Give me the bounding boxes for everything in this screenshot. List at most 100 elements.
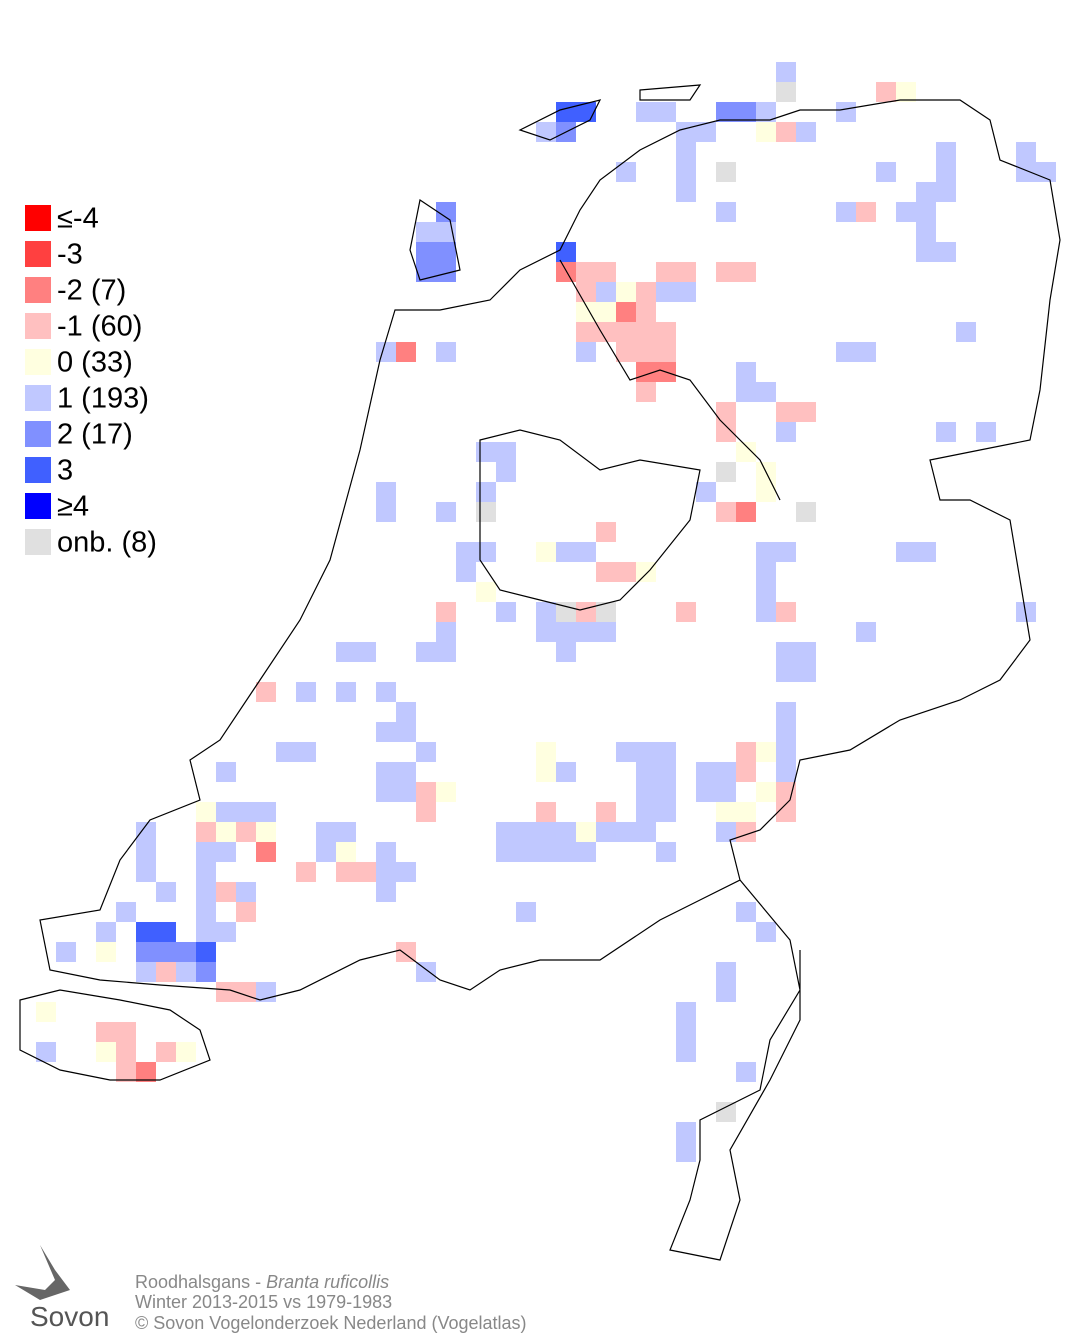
grid-cell (436, 602, 456, 622)
grid-cell (436, 502, 456, 522)
grid-cell (716, 982, 736, 1002)
grid-cell (576, 322, 596, 342)
grid-cell (416, 962, 436, 982)
grid-cell (856, 202, 876, 222)
grid-cell (756, 782, 776, 802)
grid-cell (676, 602, 696, 622)
grid-cell (296, 682, 316, 702)
legend-label: 2 (17) (57, 419, 133, 451)
grid-cell (616, 562, 636, 582)
grid-cell (216, 982, 236, 1002)
grid-cell (96, 922, 116, 942)
legend-label: 0 (33) (57, 347, 133, 379)
grid-cell (176, 942, 196, 962)
grid-cell (636, 802, 656, 822)
grid-cell (616, 342, 636, 362)
grid-cell (456, 542, 476, 562)
grid-cell (536, 742, 556, 762)
grid-cell (216, 822, 236, 842)
grid-cell (476, 582, 496, 602)
grid-cell (496, 822, 516, 842)
grid-cell (656, 342, 676, 362)
grid-cell (136, 1062, 156, 1082)
legend-label: 1 (193) (57, 383, 149, 415)
grid-cell (776, 642, 796, 662)
grid-cell (296, 742, 316, 762)
grid-cell (676, 1122, 696, 1142)
country-outline (19, 84, 1061, 1261)
grid-cell (516, 842, 536, 862)
grid-cell (576, 282, 596, 302)
grid-cell (556, 102, 576, 122)
grid-cell (716, 762, 736, 782)
grid-cell (476, 442, 496, 462)
legend-label: ≥4 (57, 491, 89, 523)
grid-cell (596, 562, 616, 582)
grid-cell (936, 142, 956, 162)
grid-cell (376, 682, 396, 702)
grid-cell (496, 462, 516, 482)
grid-cell (576, 602, 596, 622)
grid-cell (796, 402, 816, 422)
grid-cell (196, 922, 216, 942)
grid-cell (56, 942, 76, 962)
legend-swatch (25, 349, 51, 375)
grid-cell (156, 882, 176, 902)
grid-cell (616, 822, 636, 842)
grid-cell (256, 822, 276, 842)
grid-cell (836, 202, 856, 222)
grid-cell (916, 182, 936, 202)
grid-cell (656, 842, 676, 862)
grid-cell (916, 542, 936, 562)
grid-cell (336, 862, 356, 882)
grid-cell (316, 842, 336, 862)
grid-cell (216, 882, 236, 902)
grid-cell (776, 422, 796, 442)
grid-cell (336, 682, 356, 702)
grid-cell (376, 722, 396, 742)
grid-cell (216, 762, 236, 782)
grid-cell (596, 822, 616, 842)
grid-cell (436, 262, 456, 282)
grid-cell (716, 962, 736, 982)
grid-cell (896, 82, 916, 102)
grid-cell (536, 842, 556, 862)
grid-cell (536, 822, 556, 842)
period: Winter 2013-2015 vs 1979-1983 (135, 1292, 392, 1312)
grid-cell (676, 122, 696, 142)
legend-swatch (25, 385, 51, 411)
grid-cell (236, 802, 256, 822)
grid-cell (736, 822, 756, 842)
grid-cell (176, 1042, 196, 1062)
grid-cell (756, 122, 776, 142)
grid-cell (196, 802, 216, 822)
grid-cell (136, 822, 156, 842)
grid-cell (976, 422, 996, 442)
grid-cell (796, 502, 816, 522)
grid-cell (156, 922, 176, 942)
grid-cell (716, 782, 736, 802)
grid-cell (376, 862, 396, 882)
grid-cell (776, 722, 796, 742)
grid-cell (396, 722, 416, 742)
grid-cell (596, 302, 616, 322)
grid-cell (716, 802, 736, 822)
grid-cell (596, 262, 616, 282)
grid-cell (716, 202, 736, 222)
grid-cell (676, 1042, 696, 1062)
grid-cell (436, 202, 456, 222)
grid-cell (536, 802, 556, 822)
legend-swatch (25, 277, 51, 303)
grid-cell (616, 282, 636, 302)
grid-cell (636, 742, 656, 762)
grid-cells (36, 62, 1056, 1162)
grid-cell (676, 1142, 696, 1162)
grid-cell (556, 822, 576, 842)
grid-cell (216, 842, 236, 862)
legend-swatch (25, 529, 51, 555)
grid-cell (936, 182, 956, 202)
grid-cell (616, 322, 636, 342)
species-common: Roodhalsgans - (135, 1272, 266, 1292)
grid-cell (276, 742, 296, 762)
grid-cell (296, 862, 316, 882)
